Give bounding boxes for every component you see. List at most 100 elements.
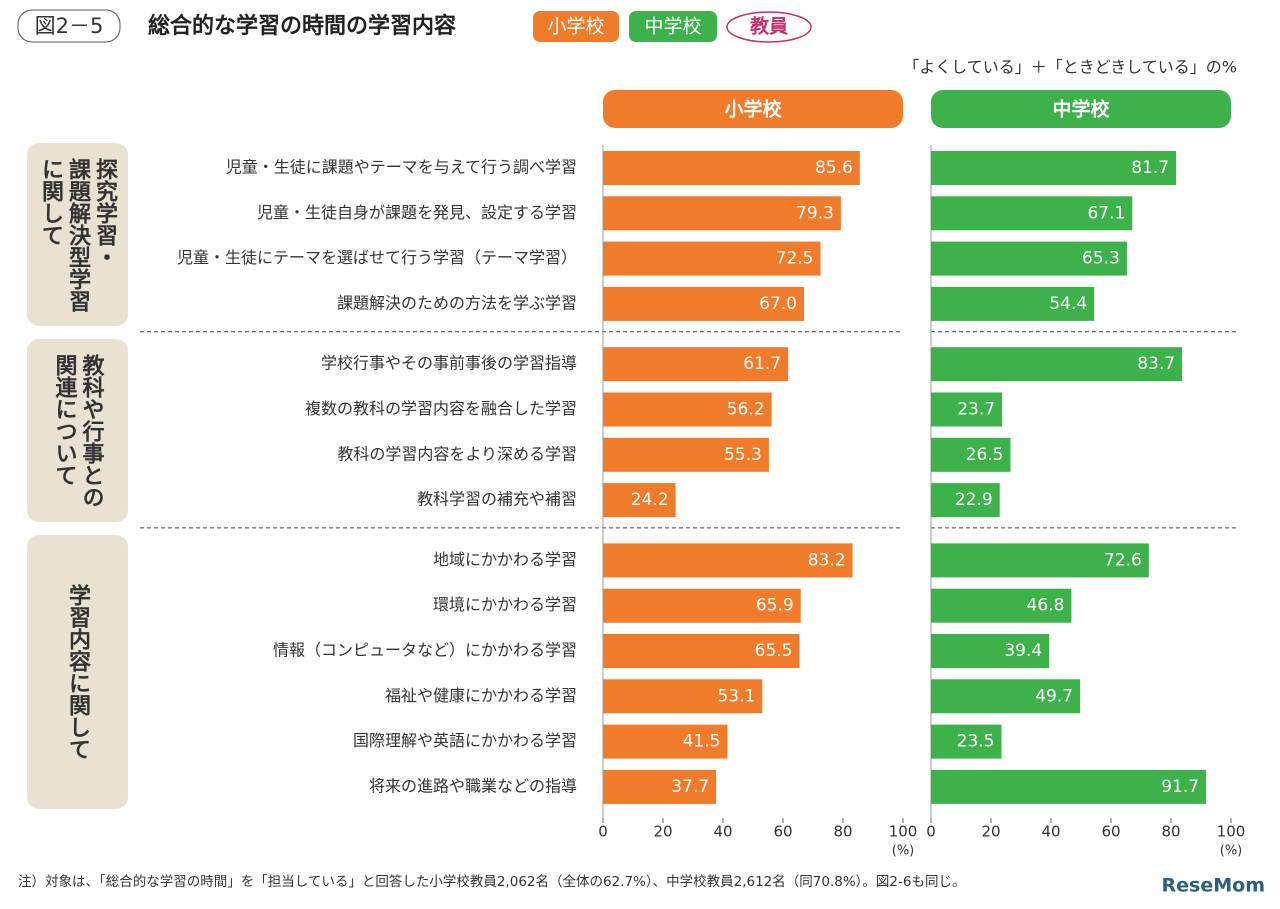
bar: [931, 286, 1095, 321]
category-label: 複数の教科の学習内容を融合した学習: [305, 399, 577, 418]
bar: [931, 437, 1011, 472]
bar: [931, 769, 1207, 804]
panel-header: [603, 90, 903, 128]
badge: [726, 11, 812, 43]
x-tick-label: 0: [598, 823, 608, 841]
bar: [603, 679, 763, 714]
badge-text: 教員: [750, 15, 788, 38]
note: 注）対象は、「総合的な学習の時間」を「担当している」と回答した小学校教員2,06…: [18, 873, 965, 890]
value-label: 67.0: [759, 294, 797, 314]
category-label: 教科の学習内容をより深める学習: [337, 444, 577, 463]
x-tick-label: 0: [926, 823, 936, 841]
x-tick-label: 60: [773, 823, 792, 841]
bar: [931, 241, 1127, 276]
value-label: 54.4: [1049, 294, 1087, 314]
bar: [931, 347, 1183, 382]
bar: [603, 769, 717, 804]
bar: [931, 392, 1003, 427]
category-label: 児童・生徒に課題やテーマを与えて行う調べ学習: [226, 158, 577, 177]
value-label: 24.2: [631, 490, 669, 510]
value-label: 72.5: [776, 249, 814, 269]
group-label-line: 学習内容に関して: [65, 584, 90, 761]
x-axis-unit: (%): [892, 844, 915, 859]
badge-text: 中学校: [644, 16, 701, 38]
group-label: 教科や行事との 関連について: [51, 354, 105, 508]
x-tick-label: 80: [1161, 823, 1180, 841]
value-label: 65.5: [755, 641, 793, 661]
x-tick-label: 100: [889, 823, 918, 841]
value-label: 83.7: [1137, 354, 1175, 374]
group-label-box: 学習内容に関して: [27, 535, 128, 810]
group-label-line: 探究学習・: [92, 157, 117, 268]
value-label: 37.7: [671, 777, 709, 797]
panel-title: 小学校: [724, 98, 782, 121]
group-label-box: 探究学習・ 課題解決型学習 に関して: [27, 143, 128, 327]
x-axis-unit: (%): [1220, 844, 1243, 859]
bar: [931, 483, 1000, 518]
x-tick-label: 20: [653, 823, 672, 841]
value-label: 41.5: [683, 732, 721, 752]
badge-text: 小学校: [547, 16, 604, 38]
category-label: 課題解決のための方法を学ぶ学習: [337, 293, 577, 312]
category-label: 情報（コンピュータなど）にかかわる学習: [273, 641, 577, 660]
value-label: 46.8: [1027, 596, 1065, 616]
bar: [603, 437, 769, 472]
value-label: 26.5: [966, 445, 1004, 465]
bar: [931, 724, 1002, 759]
bar: [931, 151, 1177, 185]
value-label: 91.7: [1161, 777, 1199, 797]
value-label: 79.3: [796, 203, 834, 223]
label-box: [17, 9, 121, 43]
group-label-box: 教科や行事との 関連について: [27, 339, 128, 523]
category-label: 地域にかかわる学習: [433, 550, 577, 569]
bar: [603, 151, 860, 185]
bar: [603, 634, 800, 668]
group-label-line: 関連について: [51, 353, 77, 486]
bar: [931, 634, 1050, 668]
badge: [533, 11, 619, 42]
value-label: 56.2: [727, 400, 765, 420]
value-label: 55.3: [724, 445, 762, 465]
x-tick-label: 40: [713, 823, 732, 841]
x-tick-label: 40: [1041, 823, 1060, 841]
group-label-line: 課題解決型学習: [65, 157, 90, 312]
bar: [931, 679, 1081, 714]
category-label: 学校行事やその事前事後の学習指導: [321, 354, 577, 373]
value-label: 83.2: [808, 550, 846, 570]
group-label-line: 教科や行事との: [78, 353, 104, 508]
badge: [629, 11, 717, 42]
x-tick-label: 100: [1217, 823, 1246, 841]
group-label: 学習内容に関して: [64, 584, 91, 760]
value-label: 65.9: [756, 596, 794, 616]
value-label: 85.6: [815, 158, 853, 178]
panel-title: 中学校: [1052, 98, 1110, 121]
panel-header: [931, 90, 1231, 128]
figure-label: 図2－5: [35, 14, 104, 38]
value-label: 65.3: [1082, 249, 1120, 269]
value-label: 61.7: [743, 354, 781, 374]
bar: [931, 196, 1133, 231]
category-label: 福祉や健康にかかわる学習: [385, 686, 577, 705]
category-label: 児童・生徒にテーマを選ばせて行う学習（テーマ学習）: [177, 248, 577, 267]
bar: [603, 392, 772, 427]
logo: ReseMom: [1162, 875, 1265, 897]
bar: [603, 543, 853, 578]
value-label: 39.4: [1004, 641, 1042, 661]
x-tick-label: 20: [981, 823, 1000, 841]
bar: [603, 241, 821, 276]
category-label: 児童・生徒自身が課題を発見、設定する学習: [257, 203, 577, 222]
value-label: 49.7: [1035, 686, 1073, 706]
group-label-line: に関して: [38, 157, 63, 246]
value-label: 23.7: [957, 400, 995, 420]
bar: [931, 588, 1072, 623]
value-label: 81.7: [1131, 158, 1169, 178]
bar: [603, 483, 676, 518]
value-label: 53.1: [717, 686, 755, 706]
value-label: 67.1: [1087, 203, 1125, 223]
chart-title: 総合的な学習の時間の学習内容: [148, 13, 456, 39]
category-label: 教科学習の補充や補習: [417, 490, 577, 509]
category-label: 国際理解や英語にかかわる学習: [353, 731, 577, 750]
bar: [603, 347, 789, 382]
